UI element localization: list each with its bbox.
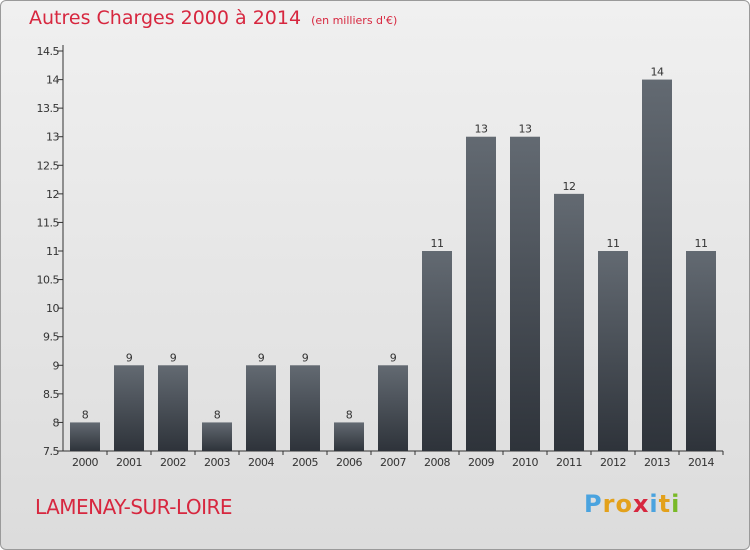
logo-letter: t xyxy=(658,490,672,518)
bar-2010 xyxy=(510,136,540,451)
data-label-2011: 12 xyxy=(563,180,576,193)
x-tick-label: 2007 xyxy=(380,456,406,469)
logo-letter: x xyxy=(632,490,650,518)
logo-letter: o xyxy=(615,490,633,518)
x-tick-label: 2014 xyxy=(688,456,714,469)
bar-2013 xyxy=(642,79,672,452)
x-tick-label: 2002 xyxy=(160,456,186,469)
chart-title: Autres Charges 2000 à 2014 (en milliers d… xyxy=(29,7,397,29)
bar-2005 xyxy=(290,365,320,451)
bar-2007 xyxy=(378,365,408,451)
data-label-2004: 9 xyxy=(258,351,265,364)
bars xyxy=(70,79,716,452)
data-labels: 8 9 9 8 9 9 8 9 11 13 13 12 11 14 11 xyxy=(82,66,708,422)
data-label-2006: 8 xyxy=(346,408,353,421)
x-tick-label: 2011 xyxy=(556,456,582,469)
y-tick-label: 14.5 xyxy=(37,45,60,58)
data-label-2014: 11 xyxy=(695,237,708,250)
proxiti-logo[interactable]: Proxiti xyxy=(584,490,680,518)
data-label-2000: 8 xyxy=(82,408,89,421)
bar-2014 xyxy=(686,251,716,451)
data-label-2002: 9 xyxy=(170,351,177,364)
data-label-2007: 9 xyxy=(390,351,397,364)
bar-2004 xyxy=(246,365,276,451)
y-tick-label: 9.5 xyxy=(43,331,59,344)
logo-letter: P xyxy=(584,490,603,518)
bar-2008 xyxy=(422,251,452,451)
y-tick-label: 8.5 xyxy=(43,388,59,401)
y-tick-label: 7.5 xyxy=(43,445,59,458)
x-tick-label: 2010 xyxy=(512,456,538,469)
y-tick-label: 10.5 xyxy=(37,274,60,287)
y-tick-label: 13.5 xyxy=(37,102,60,115)
data-label-2008: 11 xyxy=(431,237,444,250)
y-tick-label: 13 xyxy=(46,131,59,144)
logo-letter: i xyxy=(649,490,659,518)
data-label-2012: 11 xyxy=(607,237,620,250)
data-label-2001: 9 xyxy=(126,351,133,364)
x-tick-label: 2009 xyxy=(468,456,494,469)
x-axis: 2000 2001 2002 2003 2004 2005 2006 2007 2008 2009… xyxy=(63,450,724,469)
x-tick-label: 2008 xyxy=(424,456,450,469)
y-tick-label: 10 xyxy=(46,302,59,315)
bar-2012 xyxy=(598,251,628,451)
y-tick-label: 14 xyxy=(46,74,59,87)
x-tick-label: 2000 xyxy=(72,456,98,469)
logo-letter: i xyxy=(671,490,681,518)
bar-2011 xyxy=(554,193,584,451)
data-label-2010: 13 xyxy=(519,123,532,136)
x-tick-label: 2005 xyxy=(292,456,318,469)
y-axis: 7.5 8 8.5 9 9.5 10 10.5 11 11.5 12 12.5 13 13.5 14 14.… xyxy=(37,45,64,458)
x-tick-label: 2001 xyxy=(116,456,142,469)
bar-2001 xyxy=(114,365,144,451)
y-tick-label: 11 xyxy=(46,245,59,258)
chart-subtitle: (en milliers d'€) xyxy=(311,14,398,27)
data-label-2003: 8 xyxy=(214,408,221,421)
bar-2002 xyxy=(158,365,188,451)
data-label-2005: 9 xyxy=(302,351,309,364)
y-tick-label: 9 xyxy=(53,359,60,372)
bar-2003 xyxy=(202,422,232,451)
bar-2000 xyxy=(70,422,100,451)
y-tick-label: 12.5 xyxy=(37,159,60,172)
x-tick-label: 2003 xyxy=(204,456,230,469)
logo-letter: r xyxy=(602,490,616,518)
commune-name: LAMENAY-SUR-LOIRE xyxy=(35,495,233,519)
x-tick-label: 2012 xyxy=(600,456,626,469)
data-label-2009: 13 xyxy=(475,123,488,136)
chart-title-text: Autres Charges 2000 à 2014 xyxy=(29,7,302,29)
x-tick-label: 2004 xyxy=(248,456,274,469)
y-tick-label: 11.5 xyxy=(37,216,60,229)
bar-2009 xyxy=(466,136,496,451)
y-tick-label: 8 xyxy=(53,416,60,429)
data-label-2013: 14 xyxy=(651,66,664,79)
bar-2006 xyxy=(334,422,364,451)
x-tick-label: 2013 xyxy=(644,456,670,469)
y-tick-label: 12 xyxy=(46,188,59,201)
x-tick-label: 2006 xyxy=(336,456,362,469)
